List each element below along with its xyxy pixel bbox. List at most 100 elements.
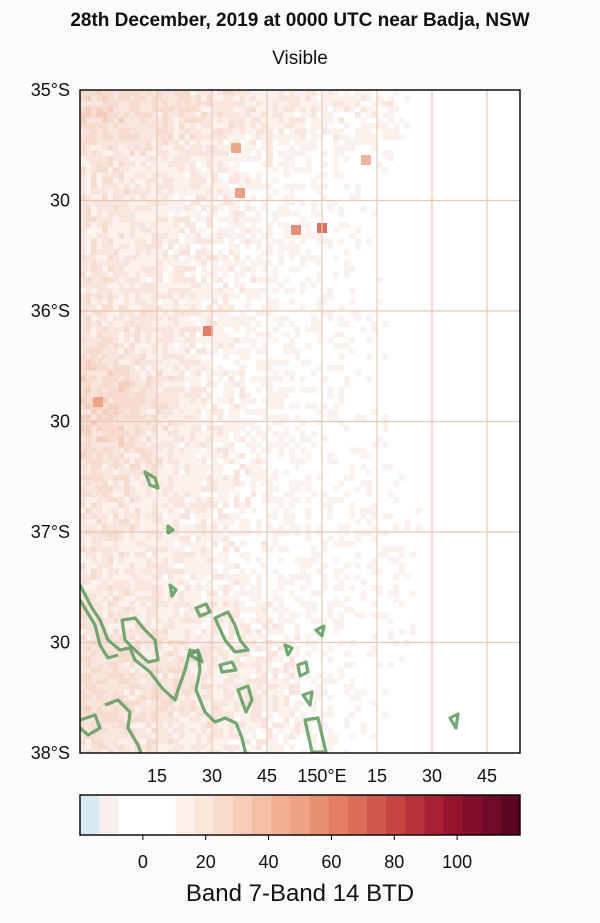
raster-cell bbox=[366, 337, 372, 344]
raster-cell bbox=[85, 343, 92, 349]
raster-cell bbox=[151, 695, 158, 701]
raster-cell bbox=[107, 365, 114, 371]
raster-cell bbox=[157, 552, 163, 558]
raster-cell bbox=[239, 134, 246, 140]
raster-cell bbox=[267, 524, 273, 531]
raster-cell bbox=[316, 618, 323, 624]
raster-cell bbox=[91, 376, 97, 382]
raster-cell bbox=[118, 299, 125, 305]
raster-cell bbox=[151, 200, 158, 206]
raster-cell bbox=[129, 431, 136, 437]
raster-cell bbox=[245, 392, 251, 399]
lon-tick-label: 15 bbox=[147, 766, 167, 786]
raster-cell bbox=[129, 425, 136, 432]
raster-cell bbox=[261, 332, 268, 338]
raster-cell bbox=[195, 750, 202, 753]
raster-cell bbox=[173, 189, 180, 195]
raster-cell bbox=[217, 695, 224, 701]
raster-cell bbox=[118, 189, 125, 195]
raster-cell bbox=[311, 183, 317, 190]
raster-cell bbox=[118, 106, 125, 113]
raster-cell bbox=[96, 178, 103, 184]
raster-cell bbox=[96, 332, 103, 338]
raster-cell bbox=[96, 612, 103, 619]
raster-cell bbox=[168, 260, 174, 267]
raster-cell bbox=[168, 205, 174, 212]
raster-cell bbox=[173, 601, 180, 608]
raster-cell bbox=[135, 288, 141, 294]
raster-cell bbox=[91, 343, 97, 349]
raster-cell bbox=[333, 145, 339, 151]
raster-cell bbox=[107, 722, 114, 729]
raster-cell bbox=[371, 101, 378, 107]
raster-cell bbox=[146, 387, 152, 393]
raster-cell bbox=[140, 475, 147, 481]
raster-cell bbox=[234, 260, 240, 267]
raster-cell bbox=[223, 310, 229, 316]
raster-cell bbox=[261, 101, 268, 107]
raster-cell bbox=[173, 381, 180, 388]
raster-cell bbox=[256, 227, 262, 234]
raster-cell bbox=[85, 568, 92, 575]
raster-cell bbox=[327, 288, 334, 294]
raster-cell bbox=[333, 403, 339, 410]
raster-cell bbox=[129, 205, 136, 212]
raster-cell bbox=[294, 183, 301, 190]
raster-cell bbox=[173, 453, 180, 459]
raster-cell bbox=[316, 326, 323, 333]
raster-cell bbox=[140, 200, 147, 206]
raster-cell bbox=[151, 216, 158, 223]
raster-cell bbox=[322, 574, 328, 580]
raster-cell bbox=[206, 200, 213, 206]
raster-cell bbox=[201, 524, 207, 531]
raster-cell bbox=[173, 354, 180, 360]
raster-cell bbox=[129, 557, 136, 564]
raster-cell bbox=[135, 502, 141, 509]
raster-cell bbox=[217, 469, 224, 476]
raster-cell bbox=[278, 689, 284, 696]
raster-cell bbox=[261, 409, 268, 415]
raster-cell bbox=[272, 508, 279, 514]
raster-cell bbox=[212, 409, 218, 415]
raster-cell bbox=[146, 524, 152, 531]
raster-cell bbox=[366, 491, 372, 498]
raster-cell bbox=[234, 293, 240, 300]
raster-cell bbox=[151, 502, 158, 509]
raster-cell bbox=[124, 178, 130, 184]
raster-cell bbox=[135, 106, 141, 113]
raster-cell bbox=[371, 634, 378, 641]
raster-cell bbox=[190, 750, 196, 753]
raster-cell bbox=[195, 139, 202, 146]
raster-cell bbox=[118, 579, 125, 586]
raster-cell bbox=[184, 238, 191, 245]
raster-cell bbox=[80, 491, 86, 498]
raster-cell bbox=[135, 101, 141, 107]
raster-cell bbox=[91, 205, 97, 212]
raster-cell bbox=[272, 189, 279, 195]
raster-cell bbox=[107, 227, 114, 234]
raster-cell bbox=[173, 167, 180, 173]
raster-cell bbox=[135, 662, 141, 668]
raster-cell bbox=[140, 145, 147, 151]
colorbar-segment bbox=[271, 795, 291, 835]
raster-cell bbox=[371, 557, 378, 564]
raster-cell bbox=[107, 519, 114, 525]
raster-cell bbox=[206, 464, 213, 470]
raster-cell bbox=[217, 189, 224, 195]
raster-cell bbox=[118, 145, 125, 151]
raster-cell bbox=[366, 651, 372, 657]
raster-cell bbox=[157, 502, 163, 509]
raster-cell bbox=[102, 480, 108, 487]
raster-cell bbox=[300, 574, 306, 580]
raster-cell bbox=[129, 101, 136, 107]
raster-cell bbox=[146, 436, 152, 443]
raster-hotspot bbox=[361, 155, 371, 165]
raster-cell bbox=[135, 590, 141, 597]
raster-cell bbox=[195, 475, 202, 481]
raster-cell bbox=[113, 222, 119, 228]
raster-cell bbox=[135, 442, 141, 448]
raster-cell bbox=[245, 464, 251, 470]
raster-cell bbox=[118, 376, 125, 382]
raster-cell bbox=[162, 178, 169, 184]
raster-cell bbox=[256, 524, 262, 531]
